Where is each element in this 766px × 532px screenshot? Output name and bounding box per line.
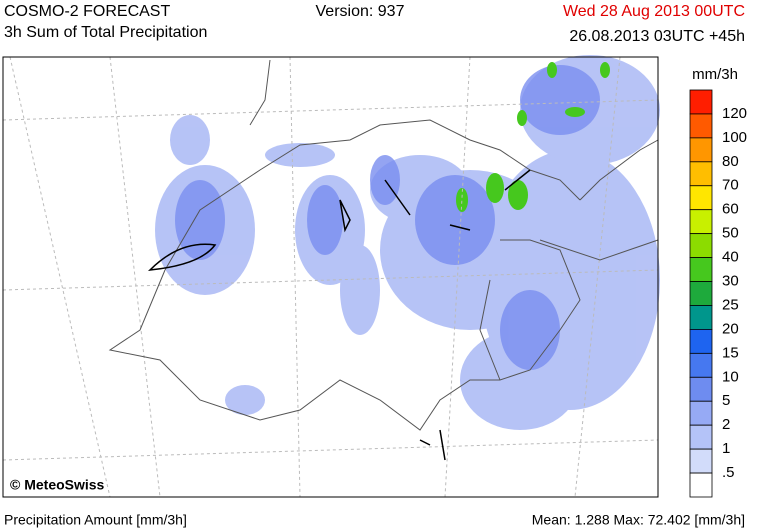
colorbar-label: 80: [722, 153, 739, 170]
legend-unit: mm/3h: [692, 66, 738, 83]
run-time: Wed 28 Aug 2013 00UTC: [563, 3, 745, 20]
footer-stats: Mean: 1.288 Max: 72.402 [mm/3h]: [532, 512, 745, 528]
colorbar-box: [689, 89, 713, 115]
map-frame: [2, 56, 659, 498]
colorbar-box: [689, 400, 713, 426]
colorbar-box: [689, 161, 713, 187]
colorbar-box: [689, 209, 713, 235]
colorbar-label: 5: [722, 392, 730, 409]
graticule: [2, 56, 659, 498]
lakes: [147, 169, 531, 461]
copyright: © MeteoSwiss: [10, 477, 105, 493]
colorbar-label: .5: [722, 464, 735, 481]
colorbar-label: 25: [722, 296, 739, 313]
colorbar-label: 60: [722, 201, 739, 218]
colorbar-box: [689, 376, 713, 402]
colorbar: 120 100 80 70 60 50 40 30 25 20 15 10 5 2 1 .5: [689, 89, 747, 498]
colorbar-label: 100: [722, 129, 747, 146]
colorbar-label: 15: [722, 344, 739, 361]
colorbar-label: 10: [722, 368, 739, 385]
colorbar-box: [689, 185, 713, 211]
colorbar-box: [689, 305, 713, 330]
colorbar-box: [689, 424, 713, 450]
colorbar-label: 120: [722, 105, 747, 122]
colorbar-box: [689, 137, 713, 163]
precipitation-heavy: [456, 62, 610, 212]
colorbar-box: [689, 233, 713, 258]
colorbar-label: 30: [722, 272, 739, 289]
colorbar-box: [689, 281, 713, 306]
colorbar-label: 2: [722, 416, 730, 433]
precipitation-moderate: [175, 65, 600, 370]
colorbar-label: 20: [722, 320, 739, 337]
footer-label: Precipitation Amount [mm/3h]: [4, 512, 187, 528]
colorbar-box: [689, 472, 713, 498]
colorbar-label: 70: [722, 177, 739, 194]
colorbar-box: [689, 329, 713, 354]
version: Version: 937: [316, 3, 405, 20]
valid-time: 26.08.2013 03UTC +45h: [569, 28, 745, 45]
model-title: COSMO-2 FORECAST: [4, 3, 170, 20]
map: © MeteoSwiss: [2, 55, 660, 498]
colorbar-box: [689, 448, 713, 474]
colorbar-label: 40: [722, 249, 739, 266]
colorbar-box: [689, 352, 713, 378]
product-title: 3h Sum of Total Precipitation: [4, 24, 207, 41]
colorbar-box: [689, 113, 713, 139]
colorbar-box: [689, 257, 713, 282]
borders: [108, 59, 659, 431]
colorbar-label: 50: [722, 225, 739, 242]
colorbar-label: 1: [722, 440, 730, 457]
